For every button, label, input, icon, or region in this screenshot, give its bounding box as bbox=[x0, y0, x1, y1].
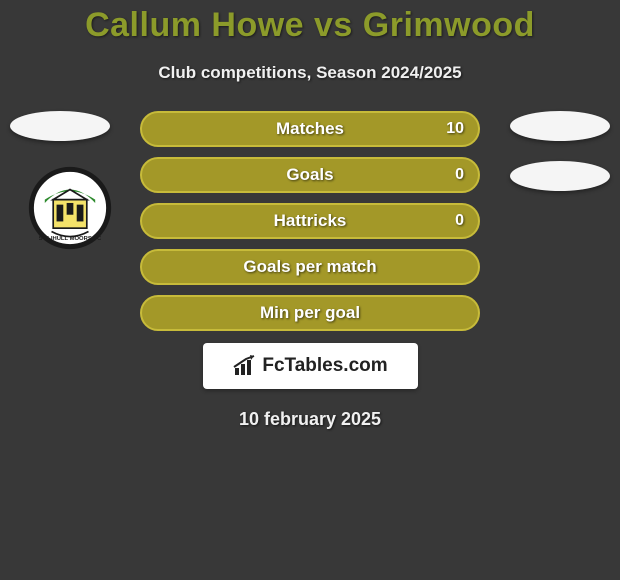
page-title: Callum Howe vs Grimwood bbox=[0, 0, 620, 45]
stat-value-right: 0 bbox=[455, 166, 464, 184]
stat-row-hattricks: Hattricks 0 bbox=[140, 203, 480, 239]
date-label: 10 february 2025 bbox=[0, 409, 620, 430]
svg-text:SOLIHULL MOORS FC: SOLIHULL MOORS FC bbox=[39, 236, 102, 242]
stat-value-right: 0 bbox=[455, 212, 464, 230]
club-crest-left: SOLIHULL MOORS FC bbox=[28, 166, 112, 250]
brand-text: FcTables.com bbox=[262, 355, 387, 377]
club-crest-right bbox=[510, 161, 610, 191]
stat-label: Hattricks bbox=[274, 211, 347, 231]
stat-value-right: 10 bbox=[446, 120, 464, 138]
stats-list: Matches 10 Goals 0 Hattricks 0 Goals per… bbox=[140, 111, 480, 331]
stat-label: Goals bbox=[286, 165, 333, 185]
stat-row-matches: Matches 10 bbox=[140, 111, 480, 147]
stat-row-min-per-goal: Min per goal bbox=[140, 295, 480, 331]
comparison-area: SOLIHULL MOORS FC Matches 10 Goals 0 Hat… bbox=[0, 111, 620, 430]
chart-icon bbox=[232, 355, 258, 377]
player-badge-right bbox=[510, 111, 610, 141]
stat-label: Min per goal bbox=[260, 303, 360, 323]
stat-label: Goals per match bbox=[243, 257, 376, 277]
stat-row-goals-per-match: Goals per match bbox=[140, 249, 480, 285]
stat-label: Matches bbox=[276, 119, 344, 139]
brand-logo: FcTables.com bbox=[203, 343, 418, 389]
stat-row-goals: Goals 0 bbox=[140, 157, 480, 193]
player-badge-left bbox=[10, 111, 110, 141]
subtitle: Club competitions, Season 2024/2025 bbox=[0, 63, 620, 83]
